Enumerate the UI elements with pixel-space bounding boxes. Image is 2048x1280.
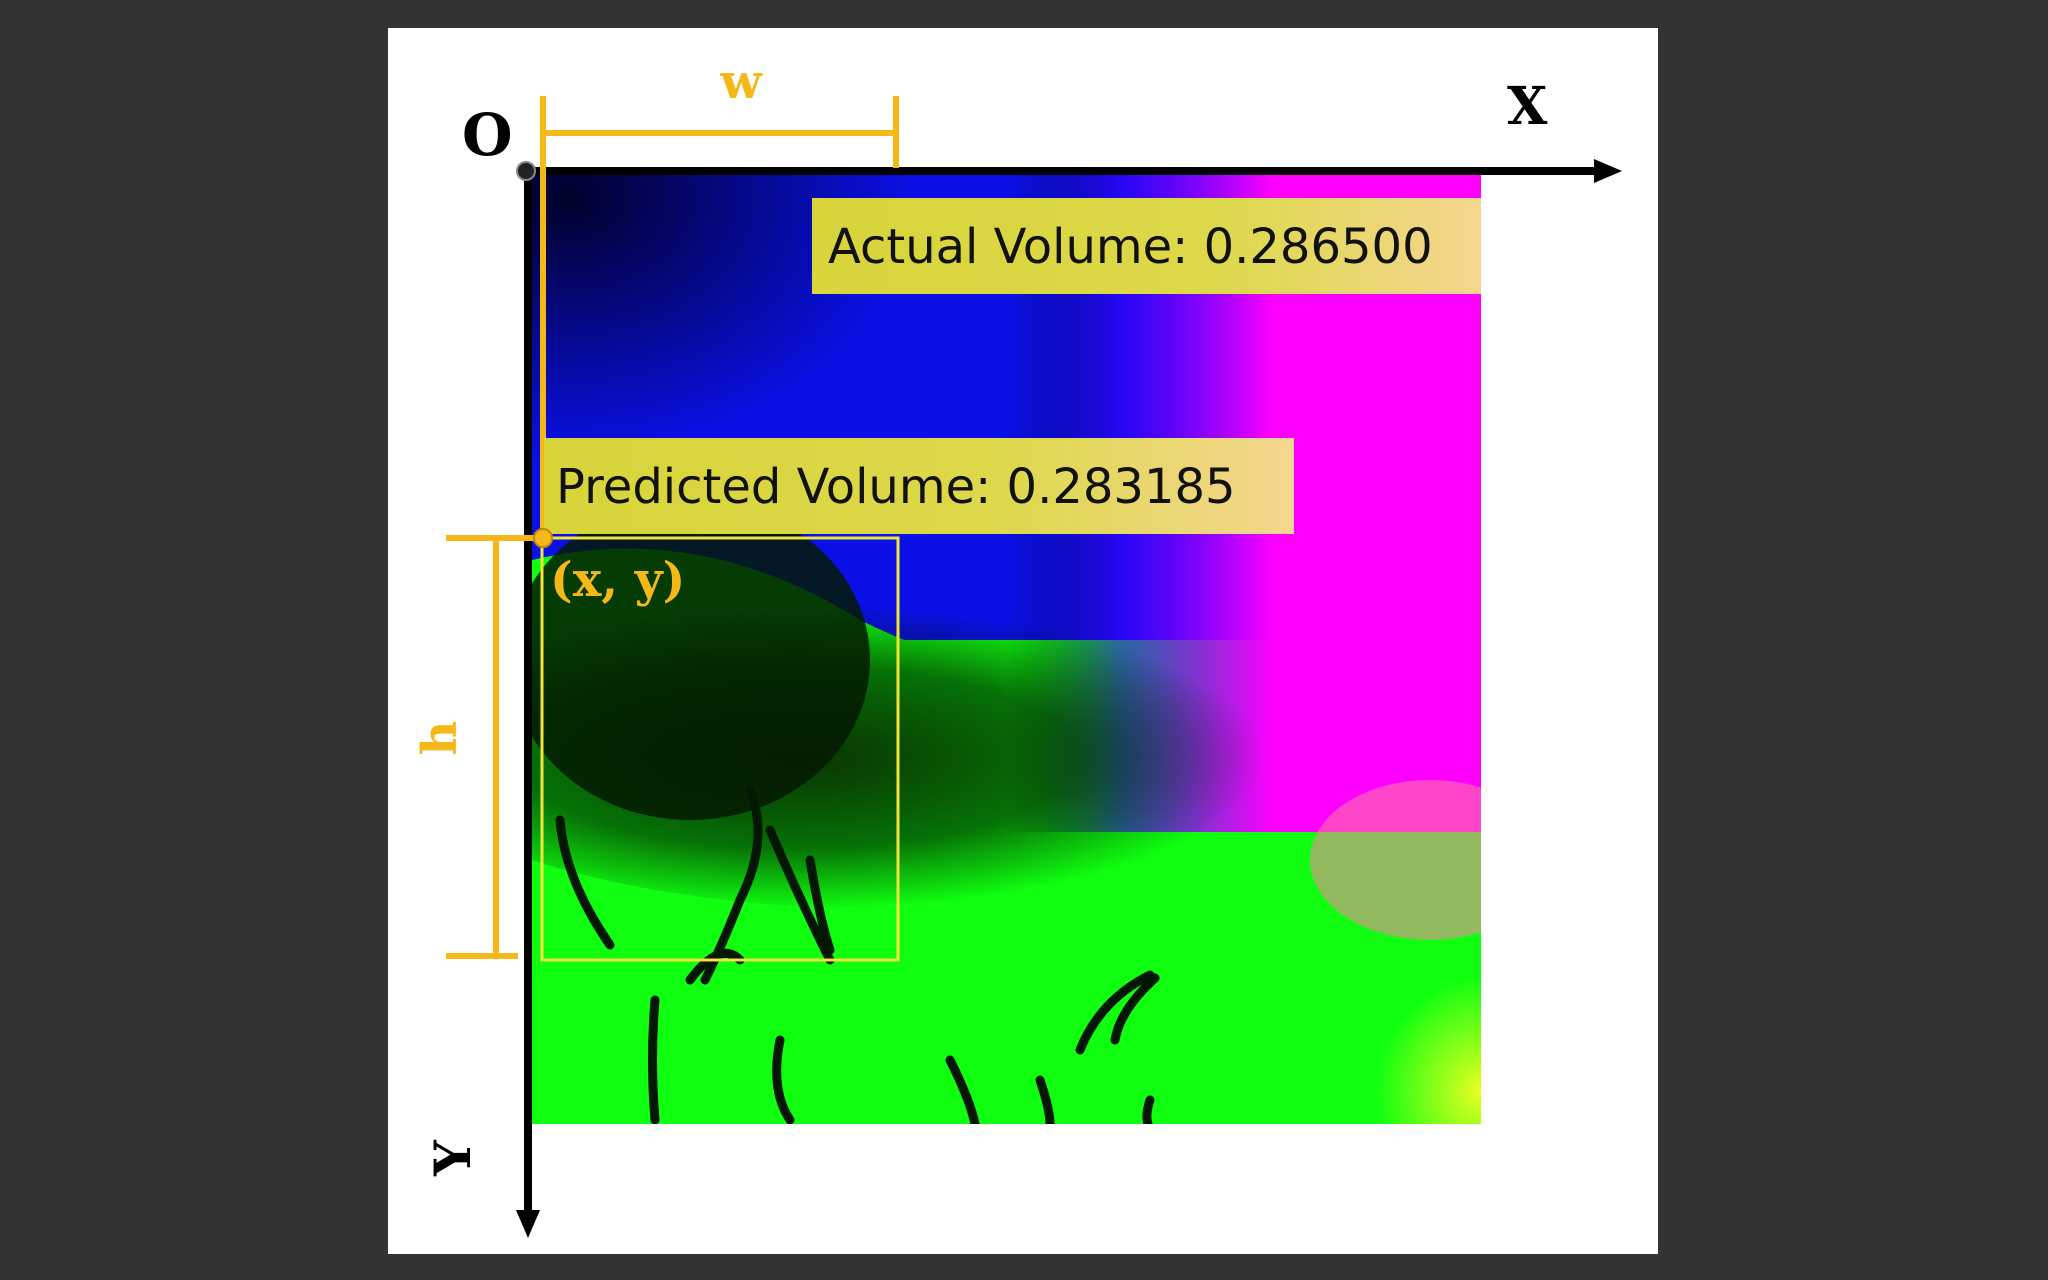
- x-axis-label: X: [1507, 76, 1548, 137]
- origin-label: O: [462, 101, 513, 169]
- actual-volume-box: [812, 198, 1481, 294]
- y-axis-label: Y: [423, 1139, 482, 1177]
- width-measurement: [540, 96, 899, 540]
- predicted-volume-label: Predicted Volume: 0.283185: [556, 459, 1236, 515]
- origin-dot: [516, 161, 536, 181]
- corner-point: [533, 528, 553, 548]
- y-axis-arrowhead: [516, 1210, 540, 1238]
- depth-map-image: [532, 172, 1481, 1124]
- height-label: h: [412, 721, 468, 756]
- width-label: w: [719, 54, 763, 110]
- height-measurement: [446, 535, 542, 959]
- point-label: (x, y): [550, 552, 685, 608]
- actual-volume-label: Actual Volume: 0.286500: [828, 219, 1433, 275]
- bounding-box: [540, 536, 900, 962]
- x-axis-arrowhead: [1594, 159, 1622, 183]
- predicted-volume-box: [544, 438, 1294, 534]
